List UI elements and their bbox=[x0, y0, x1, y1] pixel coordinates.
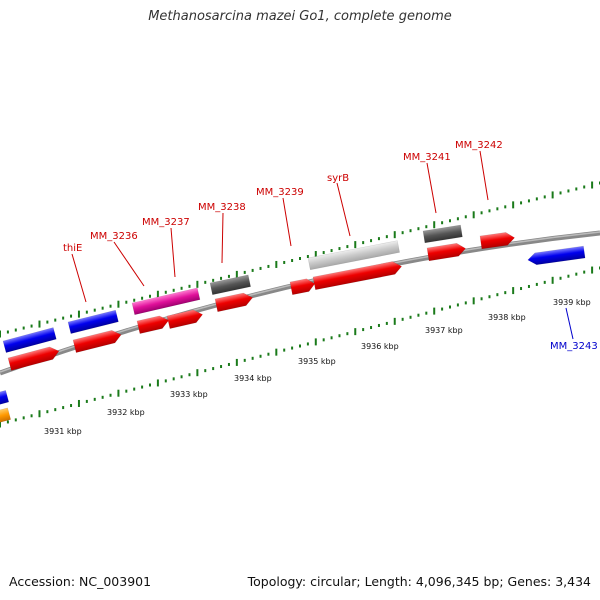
gene-forward bbox=[479, 232, 515, 250]
gene-label-MM_3242: MM_3242 bbox=[455, 140, 503, 151]
feature-magenta-shape bbox=[131, 287, 201, 315]
leader-line bbox=[113, 241, 145, 287]
feature-gray bbox=[422, 224, 463, 244]
feature-blue-shape bbox=[0, 390, 10, 405]
feature-gray-shape bbox=[209, 274, 251, 296]
kbp-label: 3938 kbp bbox=[488, 313, 526, 322]
gene-forward-shape bbox=[214, 292, 253, 313]
gene-forward-shape bbox=[72, 330, 122, 353]
feature-blue-shape bbox=[2, 327, 57, 353]
gene-label-MM_3239: MM_3239 bbox=[256, 187, 304, 198]
kbp-label: 3937 kbp bbox=[425, 326, 463, 335]
gene-forward-shape bbox=[136, 315, 170, 334]
leader-line bbox=[426, 162, 437, 214]
feature-light-shape bbox=[307, 240, 400, 271]
gene-forward-shape bbox=[479, 232, 515, 250]
feature-gray-shape bbox=[422, 224, 463, 244]
leader-line bbox=[565, 307, 574, 340]
gene-label-MM_3243: MM_3243 bbox=[550, 341, 598, 352]
kbp-label: 3934 kbp bbox=[234, 374, 272, 383]
kbp-label: 3936 kbp bbox=[361, 342, 399, 351]
feature-magenta bbox=[131, 287, 201, 315]
label-leaders bbox=[71, 150, 574, 340]
kbp-label: 3935 kbp bbox=[298, 357, 336, 366]
gene-forward-shape bbox=[312, 261, 402, 291]
gene-forward bbox=[166, 309, 203, 329]
kbp-label: 3933 kbp bbox=[170, 390, 208, 399]
genome-backbone bbox=[0, 230, 600, 376]
feature-orange-shape bbox=[0, 407, 12, 423]
gene-forward bbox=[312, 261, 402, 291]
kbp-label: 3939 kbp bbox=[553, 298, 591, 307]
feature-orange bbox=[0, 407, 12, 423]
gene-forward bbox=[214, 292, 253, 313]
feature-blue bbox=[0, 390, 10, 405]
gene-forward bbox=[72, 330, 122, 353]
gene-label-MM_3238: MM_3238 bbox=[198, 202, 246, 213]
feature-blue-shape bbox=[67, 309, 119, 334]
gene-label-thiE: thiE bbox=[63, 243, 82, 254]
gene-label-MM_3236: MM_3236 bbox=[90, 231, 138, 242]
gene-forward bbox=[289, 278, 316, 296]
kbp-label: 3932 kbp bbox=[107, 408, 145, 417]
feature-light bbox=[307, 240, 400, 271]
feature-track bbox=[0, 224, 586, 423]
gene-forward bbox=[7, 346, 60, 371]
map-title: Methanosarcina mazei Go1, complete genom… bbox=[148, 9, 452, 24]
gene-label-MM_3241: MM_3241 bbox=[403, 152, 451, 163]
tick-marks bbox=[0, 181, 600, 428]
genome-stats-text: Topology: circular; Length: 4,096,345 bp… bbox=[247, 574, 591, 589]
kbp-label: 3931 kbp bbox=[44, 427, 82, 436]
accession-text: Accession: NC_003901 bbox=[9, 574, 152, 589]
leader-line bbox=[336, 182, 351, 237]
gene-reverse-shape bbox=[527, 245, 586, 266]
gene-forward-shape bbox=[7, 346, 60, 371]
gene-forward bbox=[136, 315, 170, 334]
leader-line bbox=[282, 197, 292, 247]
gene-forward-shape bbox=[166, 309, 203, 329]
gene-label-MM_3237: MM_3237 bbox=[142, 217, 190, 228]
leader-line bbox=[221, 212, 224, 264]
genome-backbone-highlight bbox=[0, 231, 600, 373]
leader-line bbox=[71, 253, 87, 303]
gene-forward-shape bbox=[289, 278, 316, 296]
feature-blue bbox=[2, 327, 57, 353]
leader-line bbox=[479, 150, 489, 201]
gene-forward bbox=[426, 243, 466, 262]
leader-line bbox=[170, 227, 176, 278]
gene-forward-shape bbox=[426, 243, 466, 262]
gene-reverse bbox=[527, 245, 586, 266]
feature-blue bbox=[67, 309, 119, 334]
feature-gray bbox=[209, 274, 251, 296]
gene-label-syrB: syrB bbox=[327, 173, 349, 184]
